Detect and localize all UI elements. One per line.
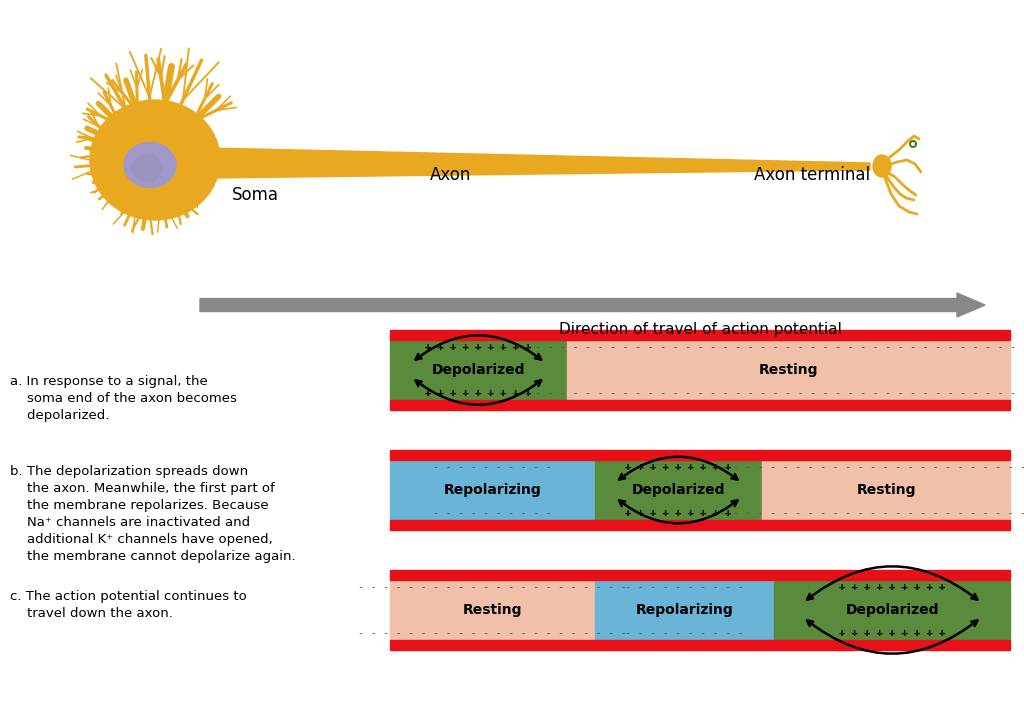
Bar <box>595 580 774 640</box>
Bar <box>390 450 1010 460</box>
Bar <box>390 520 1010 530</box>
Bar <box>390 570 1010 580</box>
Text: Axon: Axon <box>430 166 471 184</box>
Bar <box>390 400 1010 410</box>
Text: - - - - - - - - - - - - - - - - - - - - - - - - - - - - - - - - - - - - - - - - : - - - - - - - - - - - - - - - - - - - - … <box>485 388 1024 398</box>
Text: Axon terminal: Axon terminal <box>754 166 870 184</box>
Bar <box>390 340 566 400</box>
Bar <box>595 460 762 520</box>
Text: + + + + + + + + +: + + + + + + + + + <box>839 582 945 592</box>
Text: Repolarizing: Repolarizing <box>443 483 541 497</box>
Bar <box>774 580 1010 640</box>
Text: Resting: Resting <box>463 603 522 617</box>
Text: + + + + + + + + +: + + + + + + + + + <box>425 342 531 352</box>
Text: Direction of travel of action potential: Direction of travel of action potential <box>558 322 842 337</box>
Text: Soma: Soma <box>231 186 279 204</box>
Text: Resting: Resting <box>759 363 818 377</box>
Bar <box>566 340 1010 400</box>
Bar <box>390 330 1010 340</box>
Text: b. The depolarization spreads down
    the axon. Meanwhile, the first part of
  : b. The depolarization spreads down the a… <box>10 465 296 563</box>
Text: Resting: Resting <box>856 483 915 497</box>
Polygon shape <box>185 147 215 178</box>
Text: - - - - - - - - - - - - - - - - - - - - - - - - - - -: - - - - - - - - - - - - - - - - - - - - … <box>720 508 1024 518</box>
Ellipse shape <box>90 100 220 220</box>
Bar <box>390 580 595 640</box>
Text: - - - - - - - - - -: - - - - - - - - - - <box>625 628 743 638</box>
Text: + + + + + + + + +: + + + + + + + + + <box>626 462 731 472</box>
Bar <box>390 640 1010 650</box>
Ellipse shape <box>873 155 891 177</box>
Text: Depolarized: Depolarized <box>846 603 939 617</box>
Text: + + + + + + + + +: + + + + + + + + + <box>626 508 731 518</box>
Bar <box>762 460 1010 520</box>
Text: a. In response to a signal, the
    soma end of the axon becomes
    depolarized: a. In response to a signal, the soma end… <box>10 375 237 422</box>
Ellipse shape <box>124 143 176 188</box>
Text: - - - - - - - - - -: - - - - - - - - - - <box>433 508 552 518</box>
Bar <box>390 460 595 520</box>
Text: + + + + + + + + +: + + + + + + + + + <box>425 388 531 398</box>
Text: c. The action potential continues to
    travel down the axon.: c. The action potential continues to tra… <box>10 590 247 620</box>
Text: - - - - - - - - - - - - - - - - - - - - - -: - - - - - - - - - - - - - - - - - - - - … <box>358 582 627 592</box>
Text: - - - - - - - - - - - - - - - - - - - - - - - - - - - - - - - - - - - - - - - - : - - - - - - - - - - - - - - - - - - - - … <box>485 342 1024 352</box>
Polygon shape <box>210 148 870 178</box>
Text: - - - - - - - - - - - - - - - - - - - - - -: - - - - - - - - - - - - - - - - - - - - … <box>358 628 627 638</box>
Text: Depolarized: Depolarized <box>632 483 725 497</box>
Text: Depolarized: Depolarized <box>431 363 525 377</box>
Text: Repolarizing: Repolarizing <box>636 603 733 617</box>
Text: - - - - - - - - - - - - - - - - - - - - - - - - - - -: - - - - - - - - - - - - - - - - - - - - … <box>720 462 1024 472</box>
Text: + + + + + + + + +: + + + + + + + + + <box>839 628 945 638</box>
Text: - - - - - - - - - -: - - - - - - - - - - <box>433 462 552 472</box>
Text: - - - - - - - - - -: - - - - - - - - - - <box>625 582 743 592</box>
FancyArrow shape <box>200 293 985 317</box>
Ellipse shape <box>132 155 162 181</box>
